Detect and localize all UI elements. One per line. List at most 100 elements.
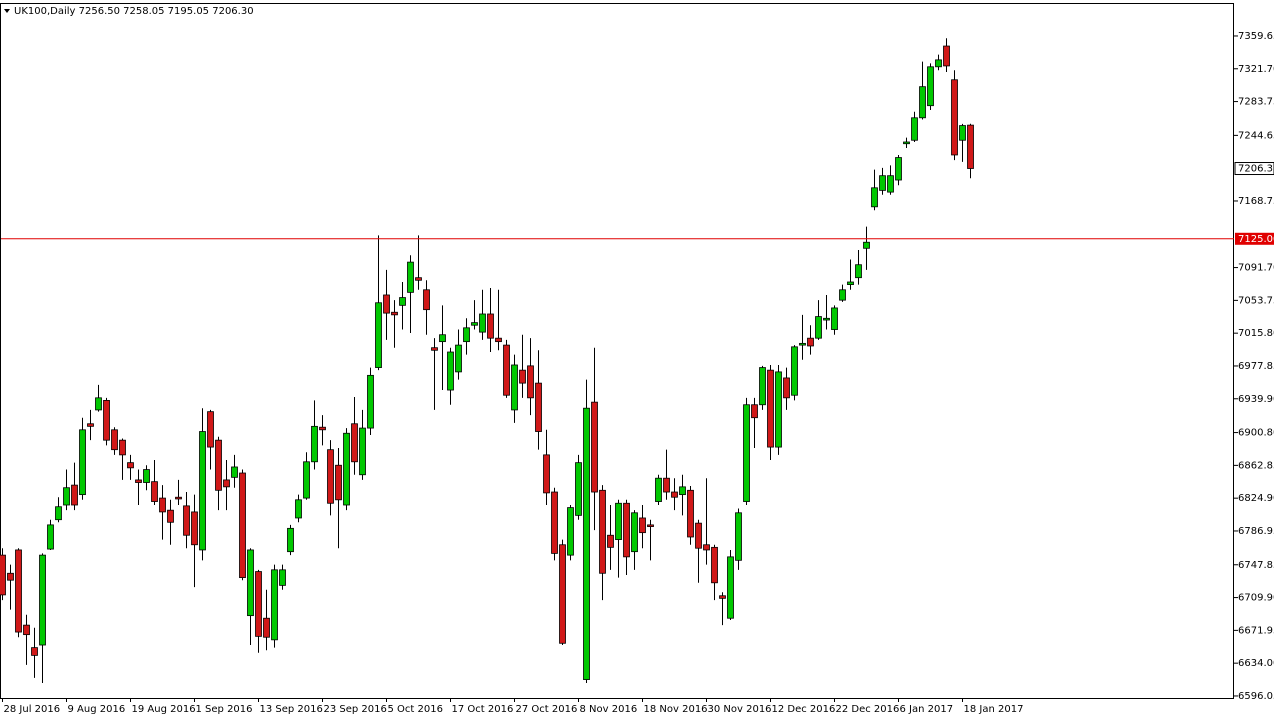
candle-body: [247, 549, 254, 617]
candle-body: [799, 342, 806, 346]
y-tick-label: 6862.85: [1238, 460, 1274, 471]
y-tick-label: 7359.65: [1238, 31, 1274, 42]
candle-body: [103, 400, 110, 441]
y-tick-label: 7091.70: [1238, 263, 1274, 274]
candle-body: [695, 522, 702, 549]
candle-body: [0, 554, 6, 596]
candle-body: [863, 241, 870, 249]
candle-body: [63, 487, 70, 506]
candle-body: [631, 512, 638, 553]
candle-body: [751, 404, 758, 419]
y-tick-label: 6747.85: [1238, 560, 1274, 571]
candle-body: [23, 624, 30, 636]
candle-body: [663, 477, 670, 493]
candle-body: [95, 397, 102, 411]
candle-body: [271, 569, 278, 641]
candle-body: [295, 499, 302, 519]
candle-body: [455, 344, 462, 373]
y-tick-label: 7321.70: [1238, 64, 1274, 75]
candle-body: [607, 534, 614, 548]
candle-body: [895, 157, 902, 181]
candle-body: [87, 423, 94, 427]
candle-body: [935, 59, 942, 68]
candle-body: [711, 546, 718, 584]
candle-body: [775, 371, 782, 448]
candle-body: [263, 617, 270, 638]
candle-body: [215, 439, 222, 491]
candle-body: [151, 481, 158, 502]
candle-body: [391, 311, 398, 316]
candle-body: [543, 454, 550, 494]
candle-body: [879, 175, 886, 191]
candle-body: [575, 462, 582, 516]
candle-body: [367, 374, 374, 429]
x-tick-label: 18 Jan 2017: [964, 704, 1024, 715]
candle-body: [375, 302, 382, 368]
candle-body: [943, 45, 950, 67]
candle-body: [855, 264, 862, 279]
x-tick-label: 1 Sep 2016: [196, 704, 253, 715]
candle-body: [335, 464, 342, 501]
x-tick-label: 23 Sep 2016: [324, 704, 387, 715]
candle-body: [511, 364, 518, 411]
y-tick-label: 6977.85: [1238, 361, 1274, 372]
candle-body: [39, 554, 46, 646]
x-tick-label: 30 Nov 2016: [708, 704, 772, 715]
candle-body: [359, 427, 366, 476]
candle-body: [919, 86, 926, 119]
candle-body: [135, 479, 142, 483]
candle-body: [679, 486, 686, 496]
candle-body: [839, 289, 846, 301]
candle-body: [527, 365, 534, 399]
candle-body: [343, 432, 350, 506]
candle-body: [463, 327, 470, 343]
candle-body: [687, 489, 694, 538]
candle-body: [791, 346, 798, 396]
candle-body: [423, 289, 430, 311]
candle-body: [439, 334, 446, 343]
candle-body: [559, 544, 566, 644]
y-tick-label: 7015.80: [1238, 328, 1274, 339]
candle-body: [399, 297, 406, 306]
candle-body: [183, 505, 190, 536]
candle-body: [783, 377, 790, 399]
candle-body: [31, 647, 38, 656]
candle-body: [287, 527, 294, 553]
candle-body: [551, 491, 558, 554]
candle-body: [703, 544, 710, 551]
y-tick-label: 6900.80: [1238, 428, 1274, 439]
candle-body: [807, 337, 814, 347]
level-label: 7125.00: [1238, 234, 1274, 245]
candle-body: [567, 507, 574, 556]
candle-body: [199, 431, 206, 551]
menu-arrow[interactable]: [4, 9, 10, 13]
candle-body: [847, 281, 854, 285]
x-tick-label: 6 Jan 2017: [900, 704, 954, 715]
candle-body: [535, 382, 542, 432]
candle-body: [615, 502, 622, 540]
x-tick-label: 8 Nov 2016: [580, 704, 638, 715]
y-tick-label: 6596.05: [1238, 691, 1274, 702]
last-price-box: [1234, 162, 1274, 176]
candle-body: [447, 351, 454, 391]
candle-body: [55, 506, 62, 521]
candle-body: [767, 369, 774, 448]
x-tick-label: 12 Dec 2016: [772, 704, 836, 715]
candle-body: [903, 141, 910, 145]
candle-body: [351, 423, 358, 463]
candle-body: [583, 407, 590, 680]
candle-body: [79, 429, 86, 496]
candle-body: [671, 491, 678, 498]
x-tick-label: 27 Oct 2016: [516, 704, 578, 715]
candle-body: [871, 187, 878, 208]
candle-body: [591, 401, 598, 493]
x-tick-label: 22 Dec 2016: [836, 704, 900, 715]
candle-body: [239, 472, 246, 579]
candle-body: [519, 369, 526, 384]
y-tick-label: 6634.00: [1238, 658, 1274, 669]
candle-body: [383, 294, 390, 314]
plot-frame: [0, 3, 1234, 699]
x-tick-label: 5 Oct 2016: [388, 704, 443, 715]
candle-body: [927, 66, 934, 107]
